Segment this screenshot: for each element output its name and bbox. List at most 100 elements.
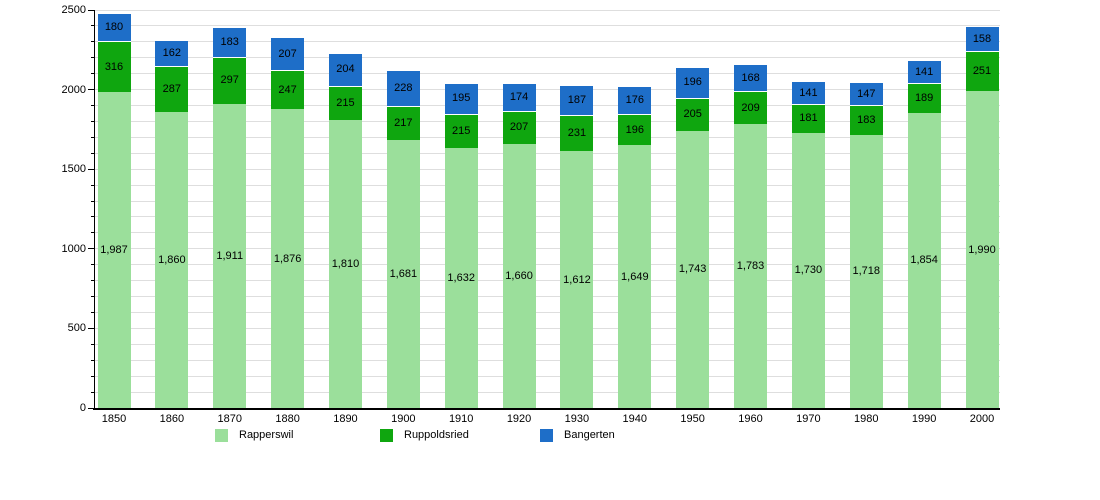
legend-label-bangerten: Bangerten	[564, 429, 615, 441]
legend-swatch-ruppoldsried	[380, 429, 393, 442]
bar-segment-bangerten-1870	[213, 27, 247, 57]
y-minor-tick-1700	[91, 136, 95, 138]
y-minor-tick-1300	[91, 200, 95, 202]
bar-segment-ruppoldsried-1870	[213, 56, 247, 104]
bar-segment-ruppoldsried-1880	[271, 70, 305, 110]
y-tick-label-1500: 1500	[61, 163, 86, 176]
y-tick-label-1000: 1000	[61, 242, 86, 255]
x-tick-label-1980: 1980	[854, 413, 879, 425]
bar-segment-bangerten-1980	[849, 81, 883, 106]
x-tick-label-2000: 2000	[969, 413, 995, 425]
x-tick-label-1890: 1890	[333, 413, 358, 425]
bar-segment-bangerten-1890	[328, 53, 362, 86]
y-tick-label-0: 0	[79, 402, 86, 414]
gridline-200	[95, 375, 1000, 377]
legend-item-rapperswil: Rapperswil	[215, 429, 293, 442]
y-minor-tick-700	[91, 296, 95, 298]
bar-segment-rapperswil-1900	[386, 140, 420, 408]
bar-segment-bangerten-1970	[791, 81, 825, 104]
bar-segment-rapperswil-1910	[444, 148, 478, 408]
x-tick-label-1860: 1860	[159, 413, 185, 425]
bar-segment-rapperswil-1950	[676, 130, 710, 408]
gridline-1500	[95, 168, 1000, 170]
y-minor-tick-900	[91, 264, 95, 266]
bar-segment-ruppoldsried-1890	[328, 85, 362, 120]
gridline-1600	[95, 152, 1000, 154]
gridline-800	[95, 280, 1000, 282]
bar-segment-ruppoldsried-1970	[791, 103, 825, 133]
bar-segment-bangerten-1900	[386, 69, 420, 106]
bar-segment-rapperswil-1850	[97, 91, 131, 408]
gridline-2400	[95, 25, 1000, 27]
legend-item-ruppoldsried: Ruppoldsried	[380, 429, 469, 442]
y-tick-label-2500: 2500	[61, 4, 86, 16]
bar-segment-ruppoldsried-1950	[676, 97, 710, 131]
gridline-1900	[95, 105, 1000, 107]
bar-segment-ruppoldsried-1910	[444, 113, 478, 149]
y-minor-tick-1600	[91, 152, 95, 154]
y-minor-tick-1400	[91, 184, 95, 186]
y-major-tick-2500	[88, 9, 95, 11]
y-major-tick-0	[88, 407, 95, 409]
gridline-600	[95, 311, 1000, 313]
bar-segment-rapperswil-1930	[560, 151, 594, 408]
plot-area: 1,987 316 180 1,860 287 162 1,911 297 183 1,876 24…	[62, 4, 1000, 425]
y-tick-label-500: 500	[67, 322, 86, 335]
bar-segment-bangerten-1880	[271, 37, 305, 71]
bar-segment-ruppoldsried-2000	[965, 51, 999, 92]
bar-segment-rapperswil-1860	[155, 111, 189, 408]
bar-segment-ruppoldsried-1930	[560, 114, 594, 152]
bar-segment-bangerten-1960	[734, 64, 768, 91]
y-axis-line	[94, 10, 95, 408]
x-tick-label-1950: 1950	[680, 413, 705, 425]
y-major-tick-2000	[88, 89, 95, 91]
y-major-tick-1500	[88, 168, 95, 170]
bar-segment-rapperswil-1880	[271, 109, 305, 408]
bar-segment-bangerten-1940	[618, 86, 652, 115]
gridline-100	[95, 391, 1000, 393]
bar-segment-ruppoldsried-1860	[155, 66, 189, 112]
bar-segment-rapperswil-2000	[965, 91, 999, 408]
bar-segment-ruppoldsried-1850	[97, 41, 131, 92]
x-tick-label-1970: 1970	[796, 413, 821, 425]
gridline-400	[95, 343, 1000, 345]
gridline-700	[95, 296, 1000, 298]
gridline-1300	[95, 200, 1000, 202]
bar-segment-rapperswil-1960	[734, 124, 768, 408]
gridline-1400	[95, 184, 1000, 186]
x-axis-line	[93, 408, 1000, 410]
bar-segment-rapperswil-1920	[502, 143, 536, 408]
bar-segment-rapperswil-1990	[907, 112, 941, 408]
gridline-1800	[95, 120, 1000, 122]
legend-label-rapperswil: Rapperswil	[239, 429, 294, 441]
bar-segment-rapperswil-1970	[791, 132, 825, 408]
y-minor-tick-1900	[91, 105, 95, 107]
bar-segment-ruppoldsried-1960	[734, 90, 768, 125]
y-tick-label-2000: 2000	[61, 83, 86, 96]
y-major-tick-500	[88, 327, 95, 329]
gridline-2300	[95, 41, 1000, 43]
x-tick-label-1990: 1990	[911, 413, 937, 425]
legend-swatch-bangerten	[540, 429, 553, 442]
gridline-1000	[95, 248, 1000, 250]
y-minor-tick-2300	[91, 41, 95, 43]
legend-item-bangerten: Bangerten	[540, 429, 615, 442]
x-tick-label-1910: 1910	[448, 413, 474, 425]
gridline-2100	[95, 73, 1000, 75]
bar-segment-ruppoldsried-1920	[502, 110, 536, 144]
bar-segment-bangerten-2000	[965, 26, 999, 52]
y-minor-tick-600	[91, 311, 95, 313]
bar-segment-bangerten-1920	[502, 83, 536, 111]
gridline-1100	[95, 232, 1000, 234]
y-minor-tick-300	[91, 359, 95, 361]
bar-segment-ruppoldsried-1940	[618, 114, 652, 146]
y-minor-tick-200	[91, 375, 95, 377]
y-minor-tick-400	[91, 343, 95, 345]
x-tick-label-1880: 1880	[275, 413, 300, 425]
y-minor-tick-1200	[91, 216, 95, 218]
bar-segment-ruppoldsried-1900	[386, 105, 420, 141]
y-minor-tick-800	[91, 280, 95, 282]
legend-swatch-rapperswil	[215, 429, 228, 442]
y-minor-tick-2100	[91, 73, 95, 75]
bar-segment-ruppoldsried-1980	[849, 105, 883, 135]
